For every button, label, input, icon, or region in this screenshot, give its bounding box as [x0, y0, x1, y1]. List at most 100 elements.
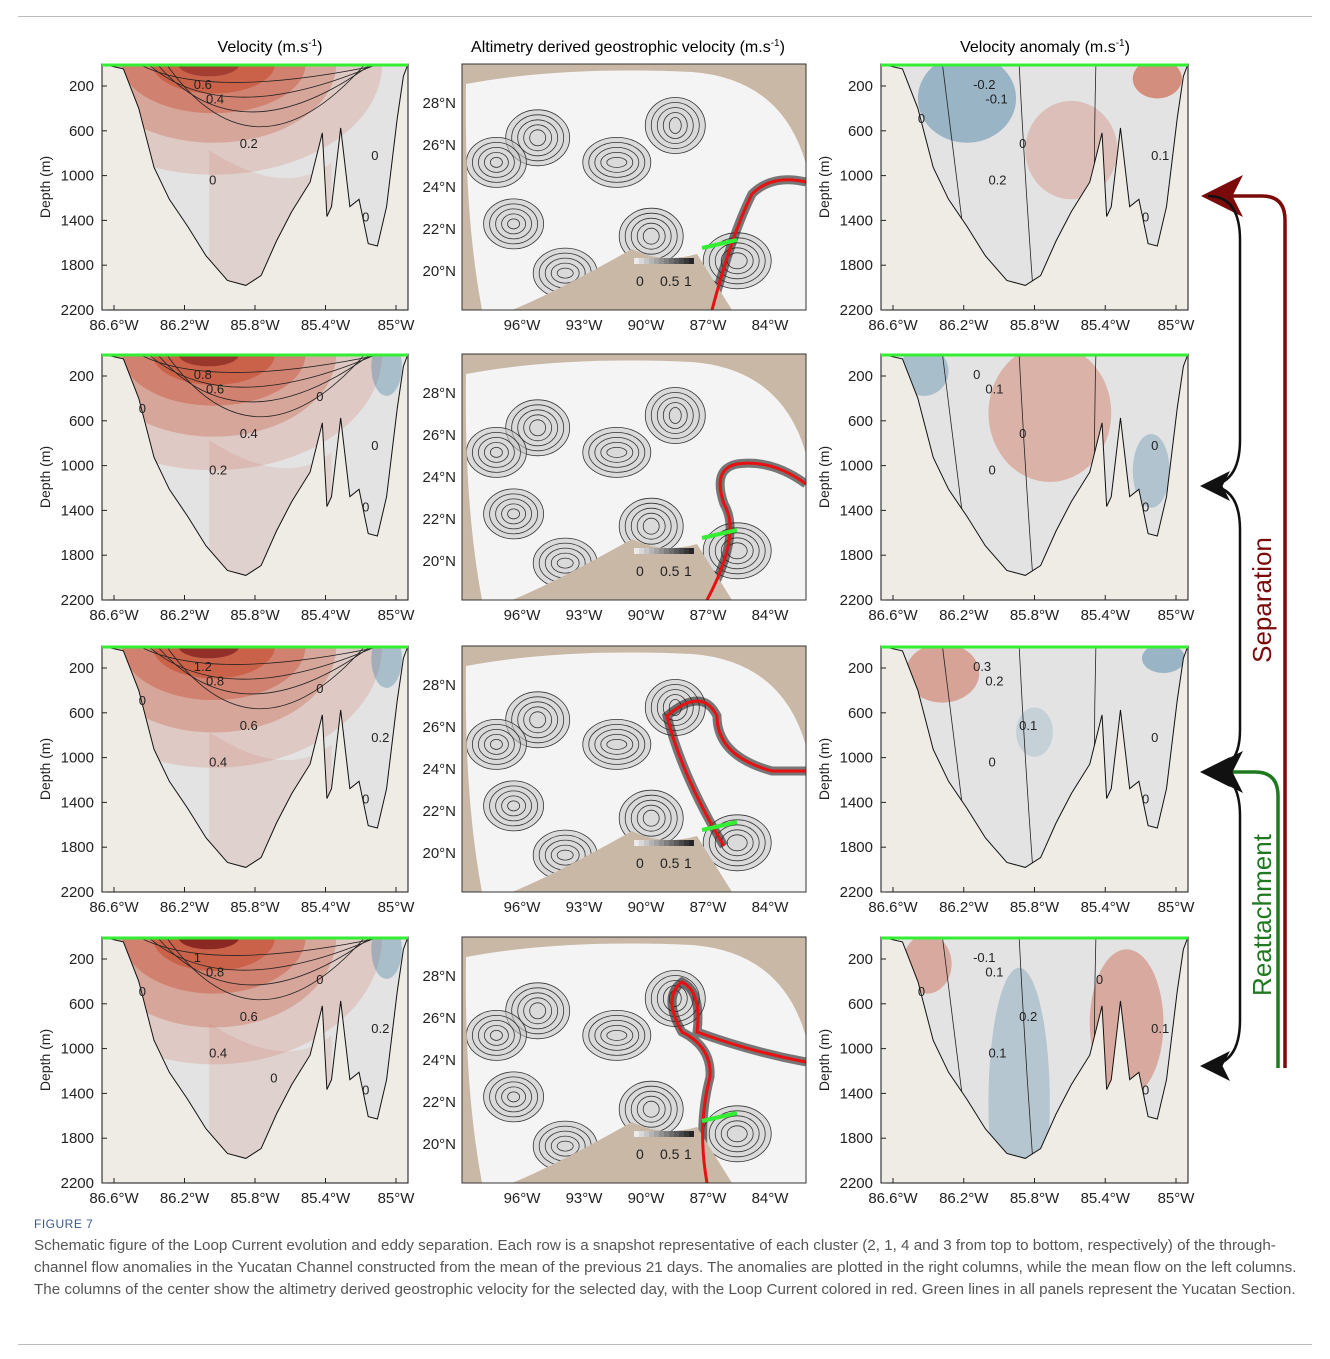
eddy-contour — [495, 1081, 532, 1113]
velocity-band-4 — [152, 354, 276, 385]
eddy-contour — [630, 1090, 672, 1128]
anomaly-contour-label: 0.3 — [973, 659, 991, 674]
depth-axis-label: Depth (m) — [816, 738, 832, 800]
eddy-contour — [511, 404, 565, 452]
anomaly-contour-label: 0 — [1019, 136, 1026, 151]
lon-tick-label: 86.6°W — [868, 607, 918, 624]
eddy-contour — [708, 527, 766, 575]
anomaly-blob-1 — [917, 64, 1017, 143]
anomaly-blob-1 — [905, 646, 980, 703]
eddy-contour — [588, 1015, 646, 1056]
colorbar-segment — [679, 840, 684, 846]
lon-tick-label: 85°W — [1158, 607, 1196, 624]
colorbar-segment — [644, 548, 649, 554]
colorbar-segment — [679, 1131, 684, 1137]
eddy-contour — [529, 419, 547, 437]
eddy-contour — [594, 146, 640, 178]
map-lon-tick: 84°W — [752, 607, 790, 624]
depth-axis-label: Depth (m) — [816, 446, 832, 508]
arrow-row2-row3 — [1200, 484, 1242, 787]
map-lon-tick: 87°W — [690, 607, 728, 624]
velocity-band-2 — [102, 937, 337, 1028]
anomaly-contour-label: -0.2 — [973, 77, 995, 92]
eddy-contour — [662, 112, 688, 139]
loop-current-path — [670, 980, 807, 1184]
map-lon-tick: 87°W — [690, 1190, 728, 1207]
eddy-contour — [489, 739, 503, 750]
eddy-contour — [636, 512, 666, 540]
velocity-contour-label: 1.2 — [194, 659, 212, 674]
map-yucatan-section-line — [701, 820, 738, 832]
anomaly-contour-label: 0 — [918, 984, 925, 999]
map-yucatan-section-line — [701, 528, 738, 540]
depth-tick-label: 1800 — [840, 839, 873, 856]
velocity-contour-label: 0.6 — [206, 382, 224, 397]
lon-tick-label: 86.6°W — [89, 899, 139, 916]
velocity-contour-2 — [147, 354, 378, 388]
depth-tick-label: 1400 — [61, 794, 94, 811]
altimetry-map-row-2: 0 0.5 128°N26°N24°N22°N20°N96°W 93°W 90°W 87°… — [422, 353, 807, 624]
colorbar-tick-label: 1 — [684, 563, 692, 579]
anomaly-contour-label: -0.1 — [985, 92, 1007, 107]
anomaly-blob-3 — [1016, 707, 1053, 757]
velocity-bathymetry-row-2 — [101, 353, 409, 601]
colorbar-segment — [659, 548, 664, 554]
colorbar-segment — [689, 840, 694, 846]
depth-tick-label: 2200 — [840, 302, 873, 319]
eddy-contour — [529, 711, 547, 729]
eddy-contour — [662, 402, 688, 429]
anomaly-contour-label: 0.2 — [988, 173, 1006, 188]
eddy-contour — [483, 1025, 509, 1046]
colorbar-segment — [664, 258, 669, 264]
colorbar-segment — [634, 548, 639, 554]
eddy-contour — [511, 696, 565, 744]
velocity-contour-label: 0 — [362, 210, 369, 225]
colorbar-segment — [669, 1131, 674, 1137]
depth-tick-label: 1400 — [840, 212, 873, 229]
map-frame — [461, 63, 807, 311]
map-frame — [461, 645, 807, 893]
depth-tick-label: 200 — [69, 951, 94, 968]
lon-tick-label: 85.8°W — [1010, 1190, 1060, 1207]
map-lat-tick: 28°N — [422, 968, 456, 985]
anomaly-contour-label: 0 — [1142, 1083, 1149, 1098]
velocity-band-2 — [102, 354, 337, 437]
eddy-contour — [642, 227, 660, 245]
velocity-countercurrent — [371, 646, 402, 688]
velocity-contour-label: 0 — [270, 1070, 277, 1085]
lon-tick-label: 85.4°W — [1081, 317, 1131, 334]
eddy-contour — [582, 136, 652, 188]
anomaly-contour-2 — [1018, 354, 1035, 576]
velocity-contour-2 — [147, 646, 378, 680]
eddy-contour — [507, 218, 520, 230]
eddy-contour — [529, 1002, 547, 1020]
eddy-contour — [582, 1010, 652, 1061]
velocity-contour-3 — [156, 646, 372, 695]
colorbar-segment — [639, 258, 644, 264]
anomaly-bathymetry-row-3 — [880, 645, 1189, 893]
depth-tick-label: 2200 — [61, 592, 94, 609]
velocity-contour-4 — [165, 64, 366, 127]
lon-tick-label: 85°W — [1158, 317, 1196, 334]
lon-tick-label: 86.6°W — [89, 317, 139, 334]
depth-tick-label: 600 — [69, 413, 94, 430]
eddy-contour — [636, 1095, 666, 1123]
anomaly-section-row-1: -0.2-0.1 0 0.2 0.1 0 0 200 600 1000 1400 1800 2200 D… — [816, 63, 1196, 334]
velocity-contour-3 — [156, 937, 372, 986]
arrow-row3-row4 — [1200, 770, 1242, 1081]
eddy-contour — [507, 508, 520, 520]
map-lon-tick: 90°W — [628, 607, 666, 624]
colorbar-segment — [644, 258, 649, 264]
depth-axis-label: Depth (m) — [37, 156, 53, 218]
lon-tick-label: 85.8°W — [230, 899, 280, 916]
depth-tick-label: 1000 — [61, 458, 94, 475]
eddy-contour — [523, 414, 553, 442]
map-yucatan-section-line — [701, 238, 738, 250]
altimetry-map-row-1: 0 0.5 128°N26°N24°N22°N20°N96°W 93°W 90°W 87°… — [422, 63, 807, 334]
anomaly-section-row-2: 0 0.1 0 0 0 0 200 600 1000 1400 1800 2200 Depth (m) 8… — [816, 353, 1196, 624]
depth-tick-label: 1000 — [840, 458, 873, 475]
lon-tick-label: 85.8°W — [230, 1190, 280, 1207]
velocity-contour-2 — [147, 64, 378, 98]
velocity-band-4 — [152, 64, 276, 94]
lon-tick-label: 85.4°W — [301, 607, 351, 624]
